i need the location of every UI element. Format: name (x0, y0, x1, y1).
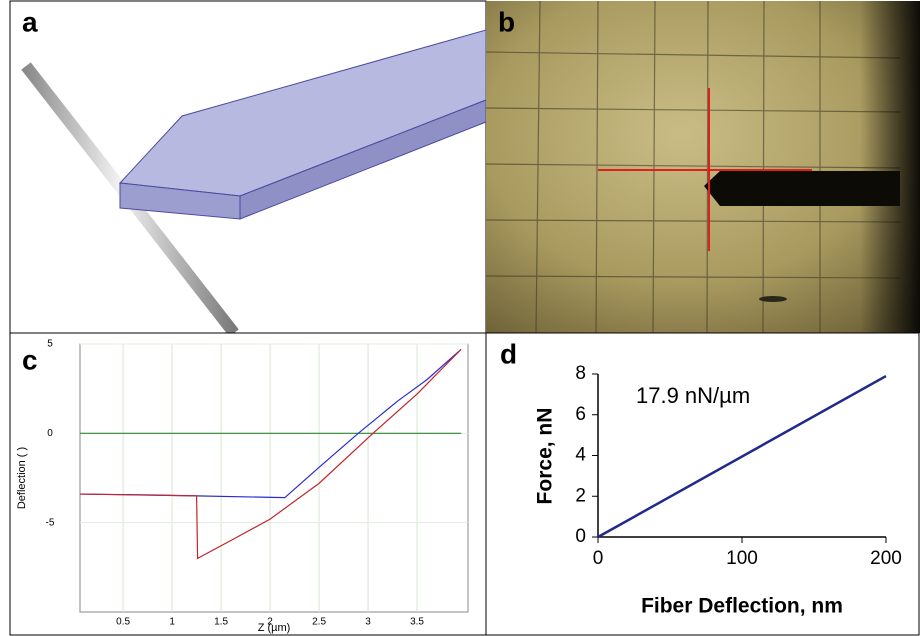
x-tick-label: 1 (169, 617, 175, 628)
x-tick-label: 3 (365, 617, 371, 628)
micro-grid (485, 0, 901, 334)
panel-a: a (9, 0, 487, 337)
x-tick-label: 2.5 (312, 617, 326, 628)
panel-b: b (485, 0, 920, 334)
x-tick-label: 1.5 (214, 617, 228, 628)
panel-label: b (498, 6, 515, 37)
data-line (597, 374, 887, 539)
y-tick-label: -5 (46, 517, 55, 528)
x-tick-label: 0 (593, 548, 604, 569)
y-tick-label: 0 (47, 428, 53, 439)
probe (704, 171, 900, 206)
x-tick-label: 0.5 (116, 617, 130, 628)
y-tick-label: 8 (575, 363, 586, 384)
y-tick-label: 2 (575, 485, 586, 506)
x-tick-label: 2 (267, 617, 273, 628)
edge-shadow (860, 1, 920, 333)
x-tick-label: 100 (726, 548, 758, 569)
panel-label: a (22, 6, 38, 37)
panel-d: d (485, 332, 920, 636)
plot-area (79, 343, 469, 613)
y-tick-label: 4 (575, 445, 586, 466)
x-axis-label: Z (µm) (258, 622, 291, 634)
particle (759, 296, 787, 302)
y-tick-label: 0 (575, 526, 586, 547)
x-tick-label: 3.5 (410, 617, 424, 628)
x-axis-label: Fiber Deflection, nm (641, 595, 843, 618)
annotation: 17.9 nN/µm (636, 383, 750, 408)
data-line (79, 348, 462, 560)
x-tick-label: 200 (870, 548, 902, 569)
panel-label: d (500, 338, 517, 369)
y-tick-label: 5 (47, 339, 53, 350)
panel-label: c (22, 344, 38, 375)
y-tick-label: 6 (575, 404, 586, 425)
y-axis-label: Deflection ( ) (16, 447, 28, 509)
panel-frame (485, 332, 920, 636)
panel-c: c (9, 332, 487, 636)
y-axis-label: Force, nN (534, 408, 557, 505)
